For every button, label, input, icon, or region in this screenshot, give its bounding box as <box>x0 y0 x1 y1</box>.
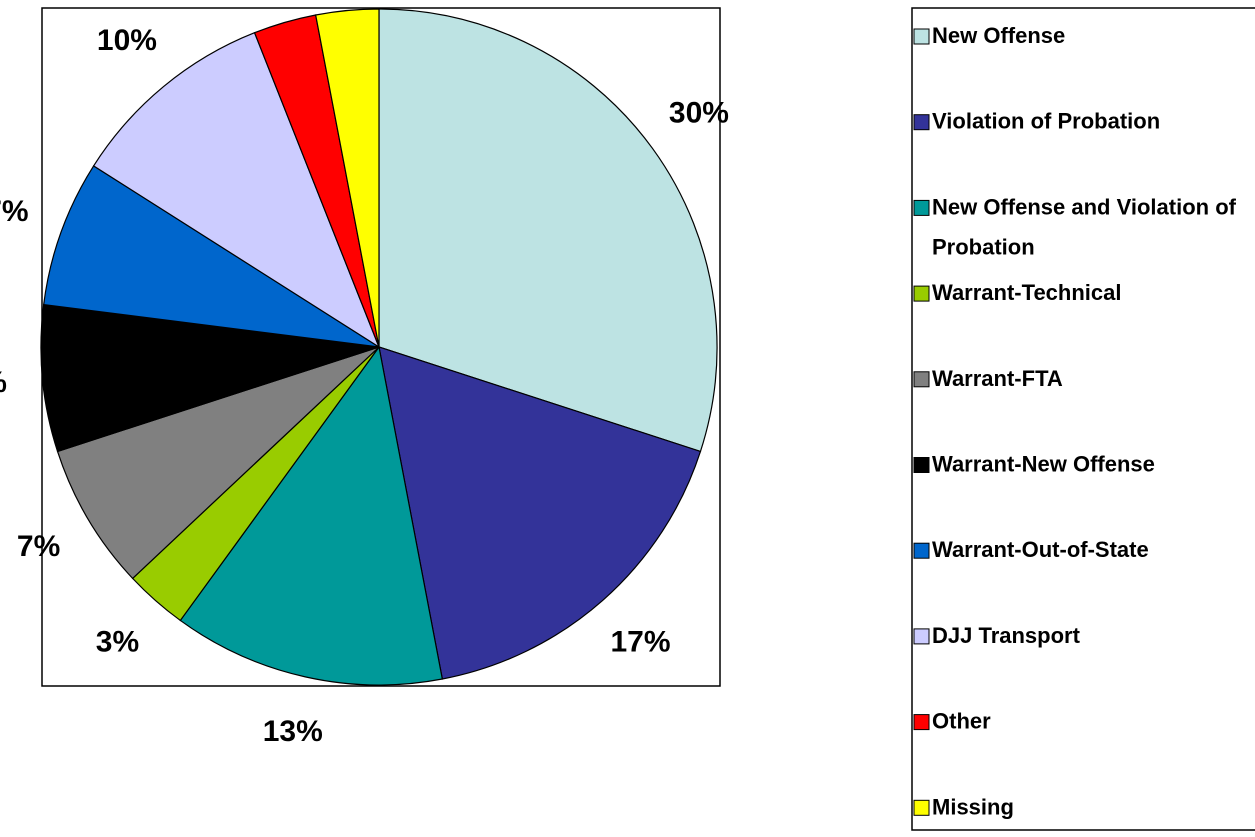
data-label: 7% <box>0 366 7 399</box>
data-label: 10% <box>97 24 157 57</box>
pie-slice <box>92 31 381 349</box>
legend-label: Warrant-Technical <box>932 280 1121 305</box>
legend-line: DJJ Transport <box>932 623 1081 648</box>
legend-label: Warrant-FTA <box>932 366 1063 391</box>
data-label: 13% <box>263 715 323 748</box>
legend-line: Warrant-FTA <box>932 366 1063 391</box>
data-label: 30% <box>669 96 729 129</box>
legend-label: Violation of Probation <box>932 109 1160 134</box>
legend-line: Warrant-New Offense <box>932 451 1155 476</box>
data-label: 3% <box>96 626 139 659</box>
legend-swatch <box>913 114 930 131</box>
legend-swatch <box>913 799 930 816</box>
legend-swatch <box>913 371 930 388</box>
pie-slice <box>42 165 380 348</box>
legend-swatch <box>913 199 930 216</box>
data-label: 7% <box>0 195 29 228</box>
pie-slice <box>378 346 702 680</box>
data-label: 7% <box>17 530 60 563</box>
legend-label: Missing <box>932 794 1014 819</box>
pie-slice <box>378 8 718 453</box>
legend-swatch <box>913 714 930 731</box>
legend-line: Warrant-Technical <box>932 280 1121 305</box>
pie-slice <box>179 345 444 686</box>
legend-label: Warrant-Out-of-State <box>932 537 1149 562</box>
legend-label: New Offense and Violation of Probation <box>932 194 1242 259</box>
legend-label: DJJ Transport <box>932 623 1081 648</box>
legend-swatch <box>913 542 930 559</box>
data-label: 17% <box>610 626 670 659</box>
pie-slice <box>40 303 380 453</box>
legend-line: Probation <box>932 234 1035 259</box>
legend-line: Other <box>932 708 991 733</box>
legend-swatch <box>913 28 930 45</box>
legend-swatch <box>913 628 930 645</box>
legend-label: Other <box>932 708 991 733</box>
pie-slice <box>56 346 380 580</box>
legend-line: New Offense <box>932 23 1065 48</box>
legend-label: Warrant-New Offense <box>932 451 1155 476</box>
legend-line: Violation of Probation <box>932 109 1160 134</box>
legend-swatch <box>913 285 930 302</box>
legend-swatch <box>913 457 930 473</box>
legend-label: New Offense <box>932 23 1065 48</box>
pie-slice <box>314 8 380 348</box>
legend-box <box>911 7 1255 831</box>
legend-line: Missing <box>932 794 1014 819</box>
legend-line: Warrant-Out-of-State <box>932 537 1149 562</box>
legend-line: New Offense and Violation of <box>932 194 1242 219</box>
